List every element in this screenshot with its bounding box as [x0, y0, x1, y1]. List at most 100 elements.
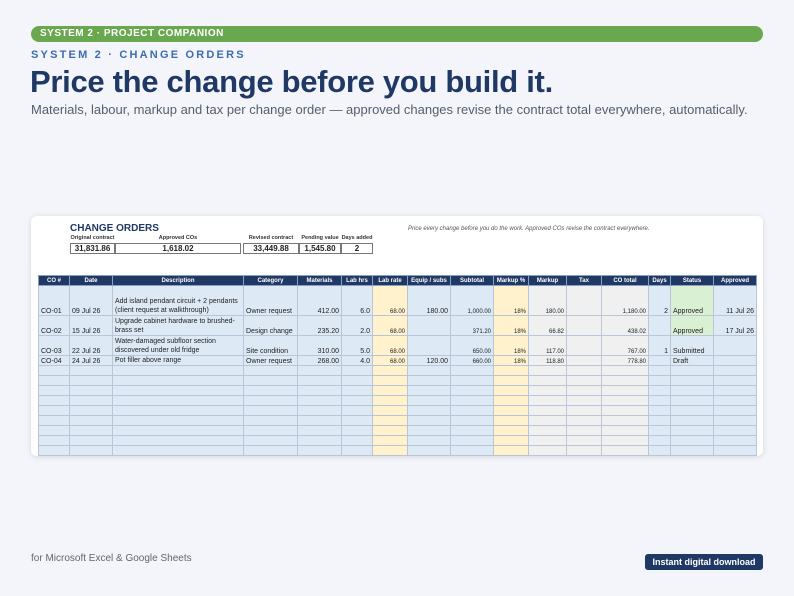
empty-cell[interactable] [528, 375, 567, 386]
empty-cell[interactable] [407, 385, 451, 396]
empty-cell[interactable] [112, 365, 244, 376]
empty-cell[interactable] [528, 365, 567, 376]
empty-cell[interactable] [493, 415, 529, 426]
cell-markup-pct[interactable]: 18% [493, 285, 529, 316]
empty-cell[interactable] [670, 425, 714, 436]
empty-cell[interactable] [670, 375, 714, 386]
empty-cell[interactable] [297, 445, 342, 456]
empty-cell[interactable] [648, 435, 671, 446]
empty-cell[interactable] [243, 395, 298, 406]
empty-cell[interactable] [670, 435, 714, 446]
empty-cell[interactable] [112, 435, 244, 446]
empty-cell[interactable] [713, 395, 757, 406]
empty-cell[interactable] [713, 435, 757, 446]
cell-materials[interactable]: 412.00 [297, 285, 342, 316]
empty-cell[interactable] [243, 385, 298, 396]
approved-cos-value[interactable]: 1,618.02 [115, 243, 241, 254]
empty-cell[interactable] [243, 405, 298, 416]
empty-cell[interactable] [566, 415, 602, 426]
cell-equip[interactable]: 180.00 [407, 285, 451, 316]
empty-cell[interactable] [566, 375, 602, 386]
empty-cell[interactable] [670, 395, 714, 406]
col-header[interactable]: Description [112, 275, 244, 286]
empty-cell[interactable] [601, 415, 649, 426]
cell-markup[interactable]: 117.00 [528, 335, 567, 356]
cell-tax[interactable] [566, 355, 602, 366]
col-header[interactable]: Category [243, 275, 298, 286]
cell-date[interactable]: 24 Jul 26 [69, 355, 113, 366]
empty-cell[interactable] [297, 415, 342, 426]
cell-status[interactable]: Draft [670, 355, 714, 366]
empty-cell[interactable] [112, 415, 244, 426]
cell-materials[interactable]: 310.00 [297, 335, 342, 356]
empty-cell[interactable] [528, 435, 567, 446]
col-header[interactable]: Status [670, 275, 714, 286]
empty-cell[interactable] [450, 425, 494, 436]
empty-cell[interactable] [69, 365, 113, 376]
cell-equip[interactable] [407, 335, 451, 356]
empty-cell[interactable] [69, 435, 113, 446]
empty-cell[interactable] [407, 415, 451, 426]
cell-co[interactable]: CO-04 [38, 355, 70, 366]
empty-cell[interactable] [450, 365, 494, 376]
empty-cell[interactable] [450, 435, 494, 446]
empty-cell[interactable] [601, 445, 649, 456]
empty-cell[interactable] [670, 365, 714, 376]
empty-cell[interactable] [407, 375, 451, 386]
cell-desc[interactable]: Pot filler above range [112, 355, 244, 366]
cell-materials[interactable]: 235.20 [297, 315, 342, 336]
empty-cell[interactable] [450, 415, 494, 426]
cell-lab-hrs[interactable]: 6.0 [341, 285, 373, 316]
empty-cell[interactable] [493, 375, 529, 386]
cell-equip[interactable] [407, 315, 451, 336]
empty-cell[interactable] [493, 385, 529, 396]
cell-status[interactable]: Approved [670, 285, 714, 316]
empty-cell[interactable] [648, 405, 671, 416]
empty-cell[interactable] [493, 365, 529, 376]
empty-cell[interactable] [528, 395, 567, 406]
empty-cell[interactable] [670, 405, 714, 416]
empty-cell[interactable] [38, 435, 70, 446]
empty-cell[interactable] [38, 375, 70, 386]
cell-category[interactable]: Owner request [243, 285, 298, 316]
empty-cell[interactable] [450, 375, 494, 386]
cell-date[interactable]: 09 Jul 26 [69, 285, 113, 316]
empty-cell[interactable] [648, 365, 671, 376]
empty-cell[interactable] [670, 385, 714, 396]
cell-markup-pct[interactable]: 18% [493, 355, 529, 366]
empty-cell[interactable] [648, 445, 671, 456]
empty-cell[interactable] [713, 405, 757, 416]
cell-total[interactable]: 1,180.00 [601, 285, 649, 316]
empty-cell[interactable] [566, 425, 602, 436]
empty-cell[interactable] [243, 445, 298, 456]
empty-cell[interactable] [648, 375, 671, 386]
cell-approved[interactable] [713, 335, 757, 356]
empty-cell[interactable] [112, 445, 244, 456]
col-header[interactable]: Markup % [493, 275, 529, 286]
cell-equip[interactable]: 120.00 [407, 355, 451, 366]
cell-markup-pct[interactable]: 18% [493, 315, 529, 336]
cell-status[interactable]: Submitted [670, 335, 714, 356]
empty-cell[interactable] [601, 385, 649, 396]
empty-cell[interactable] [341, 445, 373, 456]
empty-cell[interactable] [69, 445, 113, 456]
col-header[interactable]: Materials [297, 275, 342, 286]
cell-tax[interactable] [566, 315, 602, 336]
cell-lab-rate[interactable]: 68.00 [372, 315, 408, 336]
original-contract-value[interactable]: 31,831.86 [70, 243, 115, 254]
empty-cell[interactable] [112, 425, 244, 436]
empty-cell[interactable] [493, 425, 529, 436]
empty-cell[interactable] [38, 395, 70, 406]
cell-lab-rate[interactable]: 68.00 [372, 335, 408, 356]
empty-cell[interactable] [112, 385, 244, 396]
empty-cell[interactable] [243, 375, 298, 386]
cell-category[interactable]: Design change [243, 315, 298, 336]
empty-cell[interactable] [450, 445, 494, 456]
empty-cell[interactable] [243, 415, 298, 426]
col-header[interactable]: CO total [601, 275, 649, 286]
empty-cell[interactable] [38, 445, 70, 456]
col-header[interactable]: Date [69, 275, 113, 286]
empty-cell[interactable] [713, 365, 757, 376]
empty-cell[interactable] [112, 375, 244, 386]
empty-cell[interactable] [713, 445, 757, 456]
